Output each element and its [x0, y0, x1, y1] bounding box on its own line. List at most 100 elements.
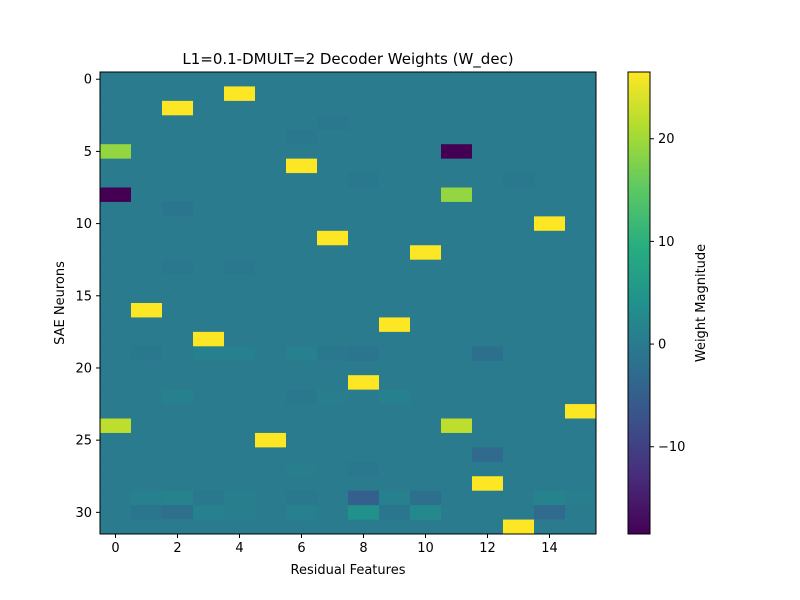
- heatmap-cell: [162, 144, 194, 160]
- heatmap-cell: [565, 331, 597, 347]
- heatmap-cell: [379, 259, 411, 275]
- heatmap-cell: [317, 201, 349, 217]
- heatmap-cell: [503, 274, 535, 289]
- heatmap-cell: [379, 129, 411, 145]
- heatmap-cell: [503, 505, 535, 520]
- heatmap-cell: [100, 173, 132, 188]
- heatmap-cell: [317, 346, 349, 362]
- heatmap-cell: [100, 505, 132, 520]
- heatmap-cell: [534, 375, 566, 391]
- heatmap-cell: [503, 201, 535, 217]
- heatmap-cell: [503, 331, 535, 347]
- heatmap-cell: [162, 317, 194, 333]
- heatmap-cell: [100, 389, 132, 405]
- heatmap-cell: [131, 476, 163, 492]
- heatmap-cell: [410, 274, 442, 289]
- heatmap-cell: [534, 288, 566, 304]
- heatmap-cell: [162, 360, 194, 376]
- heatmap-cell: [348, 418, 380, 434]
- heatmap-cell: [100, 230, 132, 246]
- heatmap-cell: [162, 245, 194, 261]
- heatmap-cell: [472, 72, 504, 87]
- heatmap-cell: [379, 331, 411, 347]
- heatmap-cell: [379, 216, 411, 232]
- heatmap-cell: [162, 274, 194, 289]
- heatmap-cell: [286, 389, 318, 405]
- heatmap-cell: [410, 245, 442, 261]
- heatmap-cell: [317, 461, 349, 477]
- heatmap-cell: [503, 490, 535, 506]
- heatmap-cell: [441, 129, 473, 145]
- heatmap-cell: [503, 389, 535, 405]
- heatmap-cell: [317, 72, 349, 87]
- heatmap-cell: [224, 100, 256, 116]
- heatmap-cell: [503, 115, 535, 131]
- heatmap-cell: [255, 317, 287, 333]
- heatmap-cell: [162, 129, 194, 145]
- heatmap-cell: [379, 303, 411, 318]
- heatmap-cell: [162, 331, 194, 347]
- heatmap-cell: [317, 317, 349, 333]
- heatmap-cell: [441, 288, 473, 304]
- heatmap-cell: [317, 476, 349, 492]
- heatmap-cell: [348, 259, 380, 275]
- heatmap-cell: [379, 476, 411, 492]
- heatmap-cell: [131, 129, 163, 145]
- heatmap-cell: [410, 115, 442, 131]
- heatmap-cell: [348, 432, 380, 448]
- heatmap-cell: [348, 317, 380, 333]
- heatmap-cell: [131, 201, 163, 217]
- heatmap-cell: [472, 100, 504, 116]
- heatmap-cell: [348, 115, 380, 131]
- heatmap-cell: [100, 404, 132, 419]
- heatmap-cell: [131, 505, 163, 520]
- heatmap-cell: [348, 375, 380, 391]
- heatmap-cell: [565, 447, 597, 463]
- heatmap-cell: [534, 72, 566, 87]
- heatmap-cell: [317, 230, 349, 246]
- heatmap-cell: [100, 100, 132, 116]
- heatmap-cell: [224, 360, 256, 376]
- heatmap-cell: [503, 461, 535, 477]
- x-tick-label: 14: [541, 541, 558, 556]
- heatmap-cell: [224, 245, 256, 261]
- heatmap-cell: [379, 432, 411, 448]
- x-axis-ticks: 0 2 4 6 8 10 12 14: [111, 534, 558, 556]
- heatmap-cell: [255, 187, 287, 203]
- heatmap-cell: [534, 346, 566, 362]
- heatmap-cell: [162, 173, 194, 188]
- heatmap-cell: [255, 360, 287, 376]
- heatmap-cell: [193, 360, 225, 376]
- heatmap-cell: [534, 519, 566, 535]
- heatmap-cell: [565, 100, 597, 116]
- heatmap-cell: [100, 432, 132, 448]
- heatmap-cell: [255, 375, 287, 391]
- heatmap-cell: [472, 360, 504, 376]
- heatmap-cell: [193, 245, 225, 261]
- heatmap-cell: [565, 216, 597, 232]
- heatmap-cell: [255, 245, 287, 261]
- heatmap-cell: [162, 201, 194, 217]
- heatmap-cell: [441, 447, 473, 463]
- colorbar-label: Weight Magnitude: [694, 244, 709, 362]
- heatmap-cell: [410, 216, 442, 232]
- heatmap-cell: [472, 144, 504, 160]
- heatmap-cell: [348, 389, 380, 405]
- heatmap-cell: [224, 389, 256, 405]
- heatmap-cell: [224, 461, 256, 477]
- heatmap-cell: [317, 519, 349, 535]
- heatmap-cell: [100, 418, 132, 434]
- heatmap-cell: [286, 144, 318, 160]
- heatmap-cell: [286, 72, 318, 87]
- heatmap-cell: [565, 404, 597, 419]
- heatmap-cell: [441, 100, 473, 116]
- heatmap-cell: [193, 129, 225, 145]
- y-tick-label: 15: [75, 289, 92, 304]
- colorbar-ticks: 20 10 0 −10: [650, 132, 685, 455]
- heatmap-cell: [286, 461, 318, 477]
- heatmap-cell: [472, 288, 504, 304]
- heatmap-cell: [255, 432, 287, 448]
- heatmap-cell: [255, 230, 287, 246]
- heatmap-cell: [255, 505, 287, 520]
- heatmap-cell: [131, 360, 163, 376]
